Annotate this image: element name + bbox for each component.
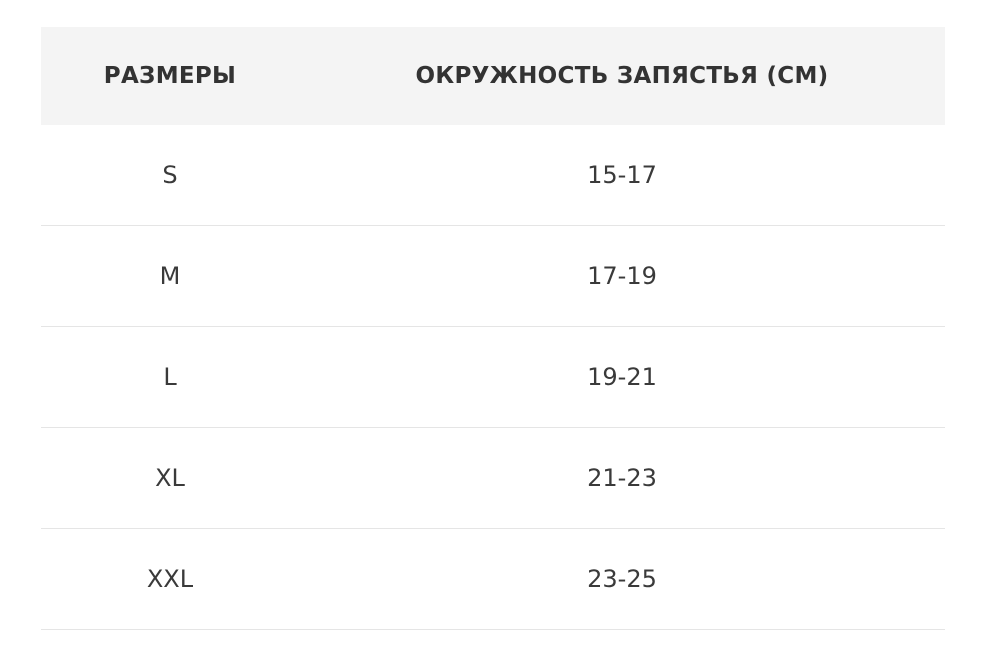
- table-row: S 15-17: [41, 125, 945, 226]
- range-cell: 21-23: [299, 427, 945, 529]
- size-cell: XXL: [41, 528, 299, 630]
- table-row: M 17-19: [41, 225, 945, 327]
- size-cell: XL: [41, 427, 299, 529]
- range-cell: 23-25: [299, 528, 945, 630]
- size-cell: S: [41, 125, 299, 226]
- header-row: РАЗМЕРЫ ОКРУЖНОСТЬ ЗАПЯСТЬЯ (СМ): [41, 27, 945, 125]
- range-cell: 15-17: [299, 125, 945, 226]
- size-table: РАЗМЕРЫ ОКРУЖНОСТЬ ЗАПЯСТЬЯ (СМ) S 15-17…: [41, 27, 945, 630]
- header-wrist-circumference: ОКРУЖНОСТЬ ЗАПЯСТЬЯ (СМ): [299, 27, 945, 125]
- table-row: XL 21-23: [41, 427, 945, 529]
- table-row: L 19-21: [41, 326, 945, 428]
- size-cell: L: [41, 326, 299, 428]
- size-cell: M: [41, 225, 299, 327]
- range-cell: 17-19: [299, 225, 945, 327]
- table-row: XXL 23-25: [41, 528, 945, 630]
- range-cell: 19-21: [299, 326, 945, 428]
- header-size: РАЗМЕРЫ: [41, 27, 299, 125]
